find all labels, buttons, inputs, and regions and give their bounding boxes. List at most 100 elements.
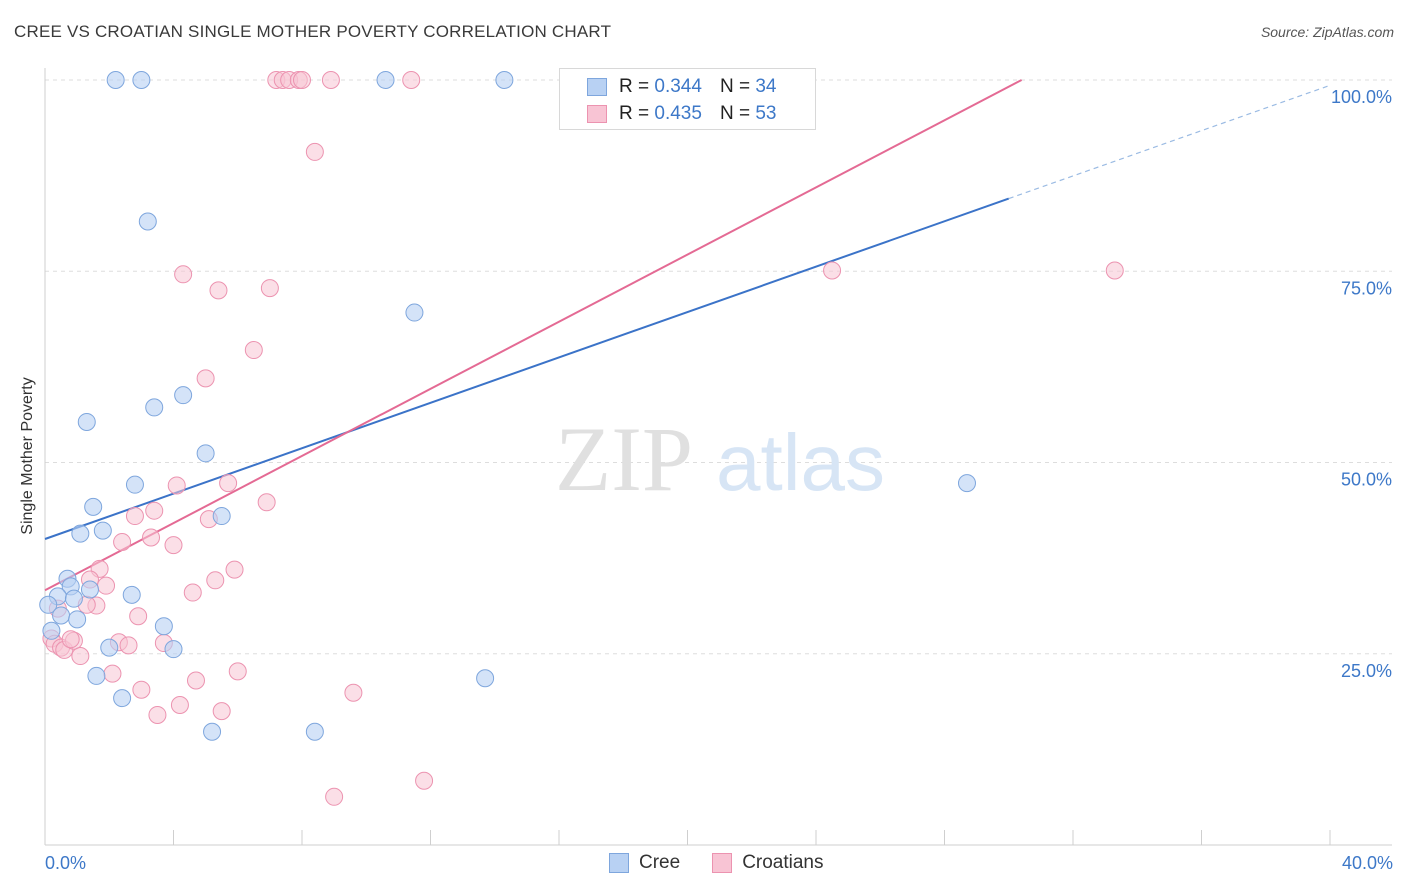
cree-point [64, 589, 83, 608]
cree-point [80, 580, 99, 599]
tick-labels: 25.0% 50.0% 75.0% 100.0% 0.0% 40.0% [45, 87, 1393, 873]
stats-legend: R = 0.344 N = 34 R = 0.435 N = 53 [559, 68, 816, 130]
cree-point [203, 722, 222, 741]
croatians-point [167, 476, 186, 495]
croatians-point [103, 664, 122, 683]
croatians-point [164, 536, 183, 555]
legend-n-label: N = [719, 103, 751, 124]
croatians-point [293, 71, 311, 89]
legend-swatch-cree [609, 853, 629, 873]
cree-point [68, 610, 87, 629]
y-tick-label: 100.0% [1331, 87, 1392, 107]
cree-point [84, 497, 103, 516]
cree-point [145, 398, 164, 417]
legend-r-value: 0.344 [654, 76, 702, 97]
gridlines [45, 79, 1392, 655]
cree-point [174, 386, 193, 405]
cree-point [125, 475, 144, 494]
source-credit: Source: ZipAtlas.com [1260, 24, 1394, 40]
cree-point [106, 71, 125, 89]
cree-point [212, 507, 231, 526]
legend-label-cree: Cree [639, 852, 681, 873]
croatians-point [344, 683, 363, 702]
cree-point [196, 444, 215, 463]
y-tick-label: 50.0% [1341, 470, 1392, 490]
cree-point [957, 474, 976, 493]
legend-n-value: 34 [755, 76, 777, 97]
croatians-point [1105, 261, 1124, 280]
cree-point [305, 722, 324, 741]
cree-point [132, 71, 151, 89]
cree-point [87, 666, 106, 685]
axes [44, 68, 1392, 846]
croatians-point [206, 571, 225, 590]
legend-swatch-croatians [587, 105, 607, 123]
croatians-point [244, 341, 263, 360]
croatians-point [321, 71, 340, 89]
legend-swatch-croatians [712, 853, 733, 873]
y-tick-label: 25.0% [1341, 661, 1392, 681]
cree-point [405, 303, 424, 322]
croatians-point [174, 265, 193, 284]
croatians-point [142, 528, 161, 547]
croatians-point [257, 493, 276, 512]
cree-point [154, 617, 173, 636]
legend-n-label: N = [719, 76, 751, 97]
y-tick-label: 75.0% [1341, 278, 1392, 298]
croatians-point [129, 607, 148, 626]
cree-point [100, 638, 119, 657]
croatians-point [186, 671, 205, 690]
croatians-point [125, 507, 144, 526]
legend-swatch-cree [587, 78, 607, 96]
legend-n-value: 53 [755, 103, 777, 124]
legend-row-croatians: R = 0.435 N = 53 [560, 100, 776, 128]
chart-title: CREE VS CROATIAN SINGLE MOTHER POVERTY C… [14, 22, 612, 41]
croatians-point [132, 680, 151, 699]
croatians-point [209, 281, 228, 300]
croatians-point [113, 533, 132, 552]
cree-trend-extension [1008, 84, 1331, 200]
cree-trend-line [44, 197, 1010, 540]
cree-point [42, 621, 61, 640]
legend-item-croatians[interactable]: Croatians [712, 852, 824, 874]
croatians-point [212, 702, 231, 721]
croatians-point [61, 630, 80, 649]
croatians-point [415, 771, 434, 790]
watermark-atlas: atlas [716, 418, 885, 507]
series-legend: Cree Croatians [609, 852, 856, 874]
croatians-point [402, 71, 421, 89]
legend-r-label: R = [619, 103, 650, 124]
croatians-point [119, 636, 138, 655]
croatians-point [219, 474, 238, 493]
croatians-point [305, 142, 324, 161]
croatians-point [225, 560, 244, 579]
croatians-point [196, 369, 215, 388]
legend-item-cree[interactable]: Cree [609, 852, 680, 874]
cree-point [164, 640, 183, 659]
cree-point [39, 595, 58, 614]
cree-point [71, 524, 90, 543]
croatians-point [823, 261, 842, 280]
croatians-point [183, 583, 202, 602]
legend-row-cree: R = 0.344 N = 34 [560, 73, 776, 101]
croatians-point [170, 696, 189, 715]
cree-point [376, 71, 395, 89]
croatians-point [260, 279, 279, 298]
croatians-point [228, 662, 247, 681]
cree-point [476, 669, 495, 688]
croatians-point [148, 705, 167, 724]
cree-point [113, 689, 132, 708]
croatians-point [145, 501, 164, 520]
croatians-point [97, 576, 116, 595]
x-tick-label: 40.0% [1342, 853, 1393, 873]
croatians-point [71, 647, 90, 666]
cree-point [52, 606, 71, 625]
croatians-trend-line [44, 79, 1023, 592]
legend-r-value: 0.435 [654, 103, 702, 124]
watermark-zip: ZIP [555, 408, 693, 510]
croatians-point [325, 787, 344, 806]
cree-point [93, 521, 112, 540]
x-tick-label: 0.0% [45, 853, 86, 873]
cree-point [77, 412, 96, 431]
